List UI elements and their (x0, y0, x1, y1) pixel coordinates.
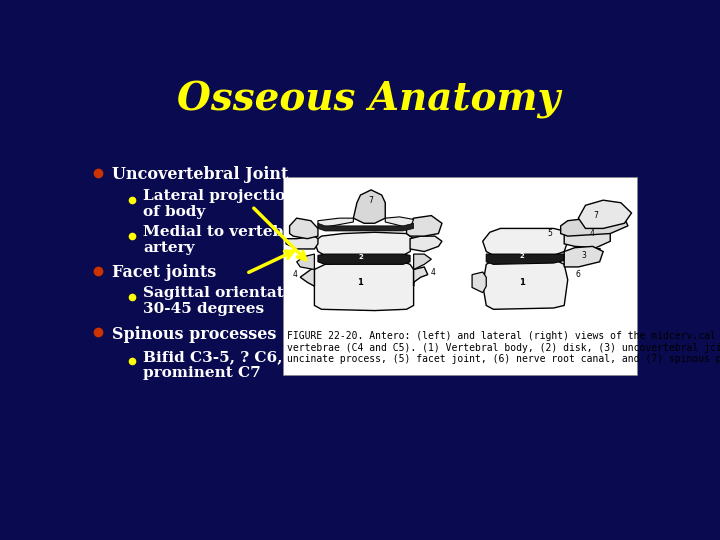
Text: Facet joints: Facet joints (112, 264, 217, 281)
Text: Uncovertebral Joint: Uncovertebral Joint (112, 166, 289, 184)
Text: Osseous Anatomy: Osseous Anatomy (177, 81, 561, 119)
Bar (282, 177, 636, 375)
Text: FIGURE 22-20. Antero: (left) and lateral (right) views of the midcerv.cal
verteb: FIGURE 22-20. Antero: (left) and lateral… (287, 331, 720, 364)
Text: Bifid C3-5, ? C6,
prominent C7: Bifid C3-5, ? C6, prominent C7 (143, 350, 282, 380)
Text: Sagittal orientation
30-45 degrees: Sagittal orientation 30-45 degrees (143, 286, 311, 316)
Text: Lateral projections
of body: Lateral projections of body (143, 189, 305, 219)
Text: Spinous processes: Spinous processes (112, 326, 276, 343)
Text: Medial to vertebral
artery: Medial to vertebral artery (143, 225, 307, 255)
